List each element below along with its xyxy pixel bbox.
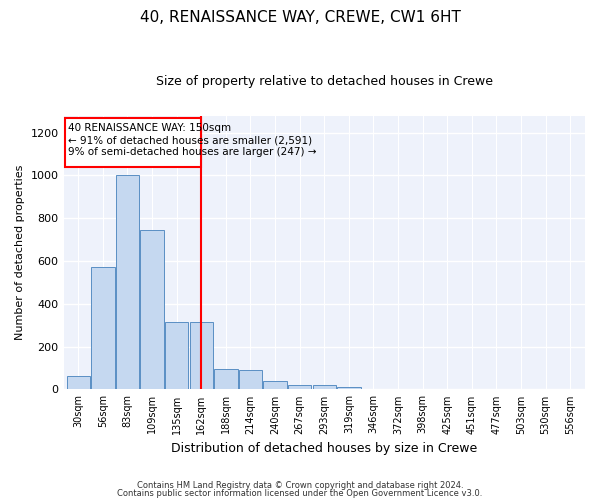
Bar [140,230,164,390]
Bar [239,370,262,390]
Text: 9% of semi-detached houses are larger (247) →: 9% of semi-detached houses are larger (2… [68,147,316,157]
Bar [65,118,201,168]
Bar [116,176,139,390]
Y-axis label: Number of detached properties: Number of detached properties [15,165,25,340]
Text: 40, RENAISSANCE WAY, CREWE, CW1 6HT: 40, RENAISSANCE WAY, CREWE, CW1 6HT [140,10,460,25]
Bar [313,385,336,390]
Bar [67,376,90,390]
Bar [337,387,361,390]
Title: Size of property relative to detached houses in Crewe: Size of property relative to detached ho… [156,75,493,88]
Bar [214,369,238,390]
Bar [165,322,188,390]
Text: 40 RENAISSANCE WAY: 150sqm: 40 RENAISSANCE WAY: 150sqm [68,124,231,134]
Bar [288,385,311,390]
Text: Contains HM Land Registry data © Crown copyright and database right 2024.: Contains HM Land Registry data © Crown c… [137,481,463,490]
Bar [263,382,287,390]
X-axis label: Distribution of detached houses by size in Crewe: Distribution of detached houses by size … [171,442,478,455]
Bar [91,268,115,390]
Text: Contains public sector information licensed under the Open Government Licence v3: Contains public sector information licen… [118,488,482,498]
Bar [190,322,213,390]
Text: ← 91% of detached houses are smaller (2,591): ← 91% of detached houses are smaller (2,… [68,135,312,145]
